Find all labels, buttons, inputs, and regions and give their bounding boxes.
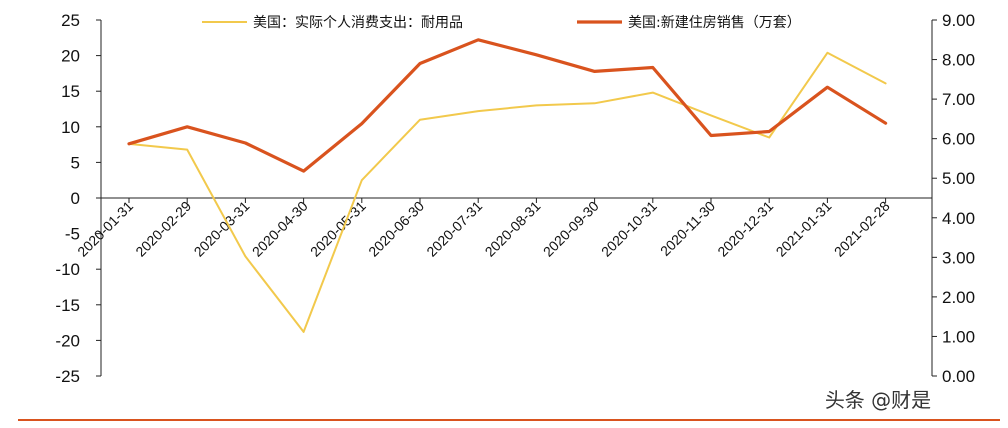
right-tick-label: 7.00: [942, 90, 975, 109]
x-axis: 2020-01-312020-02-292020-03-312020-04-30…: [74, 197, 932, 260]
x-tick-label: 2020-07-31: [423, 198, 485, 260]
left-tick-label: 25: [61, 11, 80, 30]
right-tick-label: 0.00: [942, 367, 975, 386]
x-tick-label: 2020-11-30: [657, 198, 718, 259]
right-tick-label: 1.00: [942, 327, 975, 346]
right-tick-label: 6.00: [942, 130, 975, 149]
series-line-durable-goods: [128, 51, 887, 333]
left-tick-label: 0: [71, 189, 80, 208]
right-tick-label: 5.00: [942, 169, 975, 188]
left-tick-label: -25: [55, 367, 80, 386]
watermark: 头条 @财是: [825, 388, 931, 412]
left-tick-label: -20: [55, 331, 80, 350]
x-tick-label: 2020-05-31: [307, 198, 369, 260]
left-tick-label: 5: [71, 153, 80, 172]
left-tick-label: -5: [65, 225, 80, 244]
series-line-new-home-sales: [127, 38, 888, 173]
left-axis: 25 20 15 10 5 0 -5 -10 -15 -20 -25: [55, 11, 102, 386]
legend-label: 美国:新建住房销售（万套）: [628, 15, 801, 31]
x-tick-label: 2021-02-28: [831, 198, 893, 260]
right-tick-label: 4.00: [942, 209, 975, 228]
x-tick-label: 2020-10-31: [598, 198, 660, 260]
x-tick-label: 2020-02-29: [132, 198, 194, 260]
left-tick-label: 20: [61, 47, 80, 66]
right-axis: 9.00 8.00 7.00 6.00 5.00 4.00 3.00 2.00 1.00 0.00: [931, 11, 975, 386]
left-tick-label: 10: [61, 118, 80, 137]
x-tick-label: 2020-08-31: [482, 198, 544, 260]
left-tick-label: 15: [61, 82, 80, 101]
x-tick-label: 2020-03-31: [191, 198, 253, 260]
left-tick-label: -15: [55, 296, 80, 315]
series-layer: [127, 38, 888, 333]
right-tick-label: 2.00: [942, 288, 975, 307]
x-tick-label: 2020-04-30: [249, 198, 311, 260]
x-tick-label: 2021-01-31: [773, 198, 835, 260]
x-tick-label: 2020-01-31: [74, 198, 136, 260]
legend-label: 美国：实际个人消费支出：耐用品: [253, 15, 463, 31]
x-tick-label: 2020-12-31: [714, 198, 776, 260]
x-tick-label: 2020-09-30: [540, 198, 602, 260]
right-tick-label: 3.00: [942, 248, 975, 267]
left-tick-label: -10: [55, 260, 80, 279]
x-tick-label: 2020-06-30: [365, 198, 427, 260]
right-tick-label: 8.00: [942, 51, 975, 70]
legend: 美国：实际个人消费支出：耐用品 美国:新建住房销售（万套）: [202, 15, 801, 31]
right-tick-label: 9.00: [942, 11, 975, 30]
